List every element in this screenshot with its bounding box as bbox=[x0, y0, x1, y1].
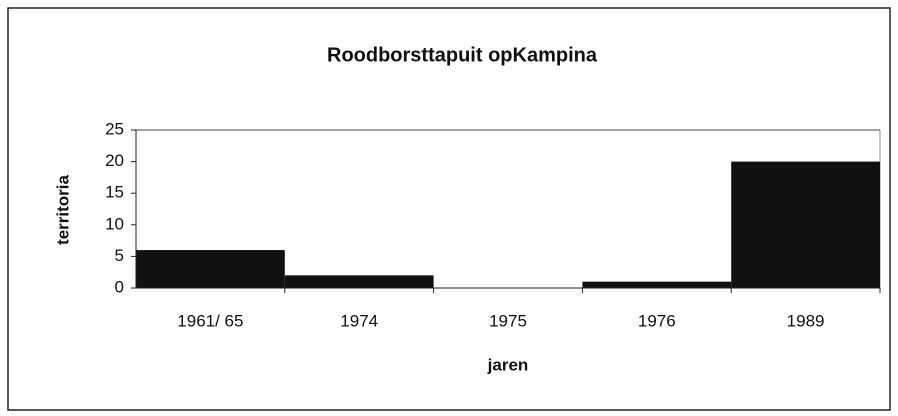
y-tick-label: 25 bbox=[105, 119, 124, 138]
y-tick-label: 0 bbox=[115, 277, 124, 296]
x-tick-label: 1976 bbox=[638, 311, 676, 330]
x-tick-label: 1961/ 65 bbox=[177, 311, 243, 330]
y-tick-label: 20 bbox=[105, 151, 124, 170]
x-tick-label: 1975 bbox=[489, 311, 527, 330]
y-axis-title: territoria bbox=[53, 175, 72, 245]
bar bbox=[136, 250, 285, 288]
y-tick-label: 15 bbox=[105, 183, 124, 202]
y-tick-label: 10 bbox=[105, 214, 124, 233]
chart-title: Roodborsttapuit opKampina bbox=[327, 44, 598, 66]
x-tick-label: 1989 bbox=[787, 311, 825, 330]
y-tick-label: 5 bbox=[115, 246, 124, 265]
bar bbox=[582, 281, 732, 288]
bar bbox=[284, 275, 434, 288]
bar bbox=[731, 161, 880, 288]
x-tick-label: 1974 bbox=[340, 311, 378, 330]
x-axis-title: jaren bbox=[487, 355, 529, 374]
